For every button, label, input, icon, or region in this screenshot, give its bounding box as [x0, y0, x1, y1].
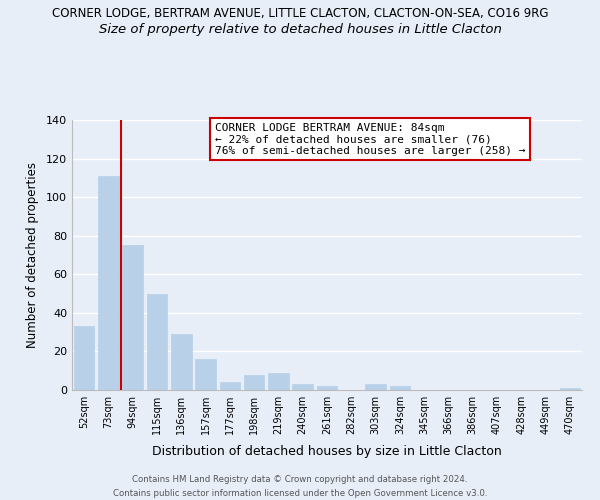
Bar: [244, 374, 265, 390]
Bar: [74, 326, 94, 390]
Text: CORNER LODGE BERTRAM AVENUE: 84sqm
← 22% of detached houses are smaller (76)
76%: CORNER LODGE BERTRAM AVENUE: 84sqm ← 22%…: [215, 122, 526, 156]
Y-axis label: Number of detached properties: Number of detached properties: [26, 162, 39, 348]
Bar: [268, 372, 289, 390]
Bar: [317, 386, 337, 390]
Bar: [389, 386, 410, 390]
Bar: [195, 359, 216, 390]
Bar: [560, 388, 580, 390]
Text: CORNER LODGE, BERTRAM AVENUE, LITTLE CLACTON, CLACTON-ON-SEA, CO16 9RG: CORNER LODGE, BERTRAM AVENUE, LITTLE CLA…: [52, 8, 548, 20]
Text: Size of property relative to detached houses in Little Clacton: Size of property relative to detached ho…: [98, 22, 502, 36]
Bar: [365, 384, 386, 390]
Text: Contains HM Land Registry data © Crown copyright and database right 2024.
Contai: Contains HM Land Registry data © Crown c…: [113, 476, 487, 498]
Bar: [122, 246, 143, 390]
Bar: [146, 294, 167, 390]
X-axis label: Distribution of detached houses by size in Little Clacton: Distribution of detached houses by size …: [152, 446, 502, 458]
Bar: [292, 384, 313, 390]
Bar: [98, 176, 119, 390]
Bar: [171, 334, 191, 390]
Bar: [220, 382, 240, 390]
